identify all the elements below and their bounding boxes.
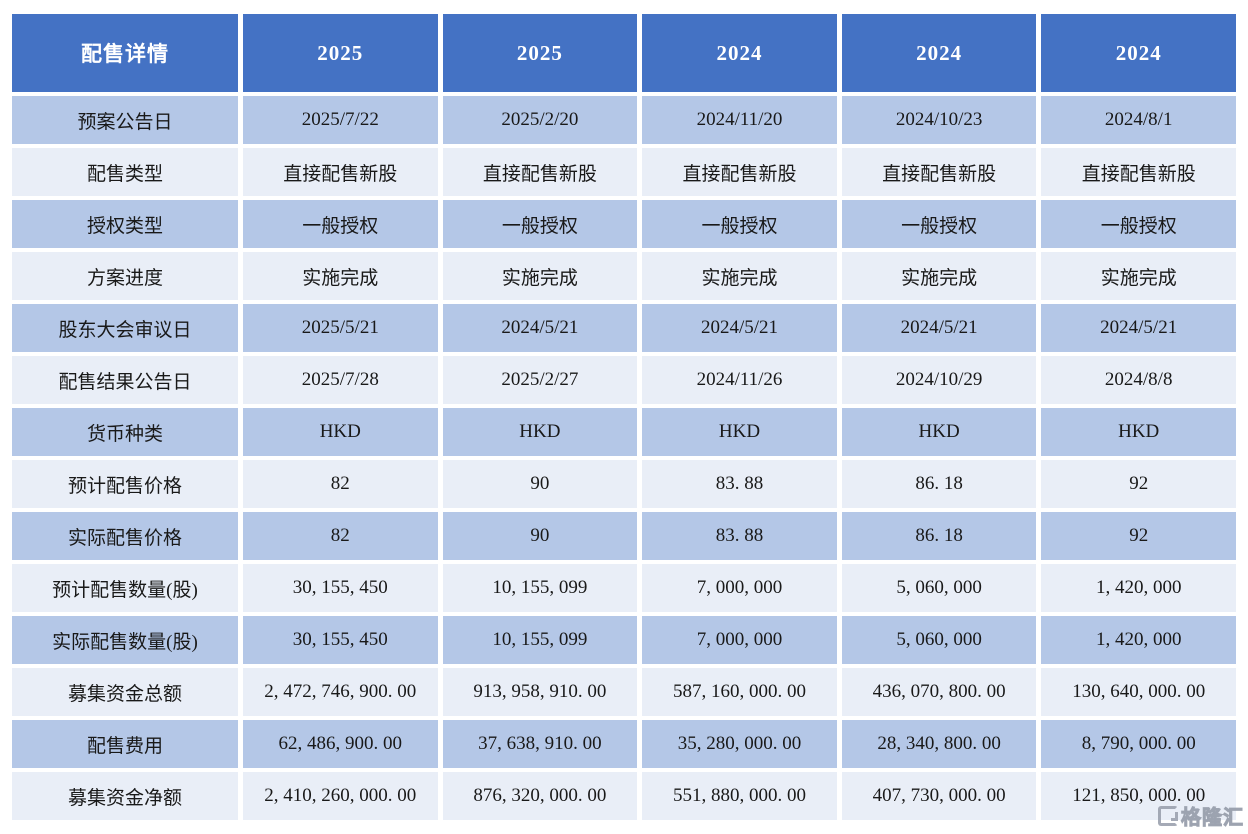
table-cell: 2024/10/29	[841, 356, 1037, 404]
table-cell: 35, 280, 000. 00	[642, 720, 837, 768]
table-cell: 28, 340, 800. 00	[841, 720, 1037, 768]
table-cell: 8, 790, 000. 00	[1041, 720, 1236, 768]
table-cell: 2025/2/20	[442, 96, 638, 144]
table-cell: 10, 155, 099	[442, 564, 638, 612]
row-label: 授权类型	[12, 200, 238, 248]
table-cell: 实施完成	[243, 252, 438, 300]
table-cell: 2024/11/26	[642, 356, 837, 404]
table-cell: 130, 640, 000. 00	[1041, 668, 1236, 716]
table-cell: 82	[243, 512, 438, 560]
table-cell: 2024/11/20	[642, 96, 837, 144]
header-cell-year: 2024	[642, 14, 837, 92]
table-cell: 2024/10/23	[841, 96, 1037, 144]
row-label: 预计配售数量(股)	[12, 564, 238, 612]
header-cell-year: 2025	[243, 14, 438, 92]
row-label: 募集资金净额	[12, 772, 238, 820]
table-cell: 直接配售新股	[841, 148, 1037, 196]
table-cell: 7, 000, 000	[642, 616, 837, 664]
table-cell: 2025/5/21	[243, 304, 438, 352]
table-cell: 913, 958, 910. 00	[442, 668, 638, 716]
table-cell: 86. 18	[841, 512, 1037, 560]
row-label: 预案公告日	[12, 96, 238, 144]
table-cell: 86. 18	[841, 460, 1037, 508]
header-cell-row-label: 配售详情	[12, 14, 238, 92]
table-cell: HKD	[243, 408, 438, 456]
table-cell: 一般授权	[841, 200, 1037, 248]
table-cell: HKD	[1041, 408, 1236, 456]
row-label: 募集资金总额	[12, 668, 238, 716]
table-cell: 2024/8/1	[1041, 96, 1236, 144]
table-cell: 2024/5/21	[642, 304, 837, 352]
table-cell: HKD	[442, 408, 638, 456]
row-label: 股东大会审议日	[12, 304, 238, 352]
table-cell: 90	[442, 512, 638, 560]
table-cell: 7, 000, 000	[642, 564, 837, 612]
table-cell: 一般授权	[442, 200, 638, 248]
row-label: 实际配售数量(股)	[12, 616, 238, 664]
table-cell: 10, 155, 099	[442, 616, 638, 664]
table-cell: 一般授权	[243, 200, 438, 248]
table-cell: 5, 060, 000	[841, 616, 1037, 664]
table-cell: 83. 88	[642, 512, 837, 560]
row-label: 方案进度	[12, 252, 238, 300]
table-cell: 2024/5/21	[442, 304, 638, 352]
table-cell: 实施完成	[442, 252, 638, 300]
row-label: 配售结果公告日	[12, 356, 238, 404]
row-label: 配售费用	[12, 720, 238, 768]
row-label: 货币种类	[12, 408, 238, 456]
table-cell: 实施完成	[642, 252, 837, 300]
table-cell: 1, 420, 000	[1041, 564, 1236, 612]
header-cell-year: 2024	[1041, 14, 1236, 92]
table-cell: 直接配售新股	[1041, 148, 1236, 196]
table-cell: 30, 155, 450	[243, 564, 438, 612]
table-cell: 407, 730, 000. 00	[841, 772, 1037, 820]
header-cell-year: 2024	[841, 14, 1037, 92]
table-cell: 5, 060, 000	[841, 564, 1037, 612]
table-cell: 一般授权	[642, 200, 837, 248]
header-cell-year: 2025	[442, 14, 638, 92]
table-cell: 121, 850, 000. 00	[1041, 772, 1236, 820]
table-cell: 2024/5/21	[841, 304, 1037, 352]
table-cell: 62, 486, 900. 00	[243, 720, 438, 768]
row-label: 预计配售价格	[12, 460, 238, 508]
table-cell: 876, 320, 000. 00	[442, 772, 638, 820]
table-cell: HKD	[841, 408, 1037, 456]
placement-details-table: 配售详情 2025 2025 2024 2024 2024 预案公告日 2025/7/22 20…	[12, 14, 1236, 820]
row-label: 实际配售价格	[12, 512, 238, 560]
table-cell: 2, 410, 260, 000. 00	[243, 772, 438, 820]
table-cell: 2024/5/21	[1041, 304, 1236, 352]
table-cell: 实施完成	[841, 252, 1037, 300]
table-cell: 2025/2/27	[442, 356, 638, 404]
table-cell: 2025/7/28	[243, 356, 438, 404]
table-cell: 直接配售新股	[642, 148, 837, 196]
table-cell: HKD	[642, 408, 837, 456]
table-cell: 587, 160, 000. 00	[642, 668, 837, 716]
table-cell: 92	[1041, 512, 1236, 560]
table-cell: 2, 472, 746, 900. 00	[243, 668, 438, 716]
table-cell: 30, 155, 450	[243, 616, 438, 664]
table-cell: 83. 88	[642, 460, 837, 508]
table-cell: 2025/7/22	[243, 96, 438, 144]
table-cell: 2024/8/8	[1041, 356, 1236, 404]
table-cell: 直接配售新股	[243, 148, 438, 196]
table-cell: 90	[442, 460, 638, 508]
table-cell: 92	[1041, 460, 1236, 508]
table-cell: 37, 638, 910. 00	[442, 720, 638, 768]
table-cell: 82	[243, 460, 438, 508]
table-cell: 1, 420, 000	[1041, 616, 1236, 664]
table-cell: 直接配售新股	[442, 148, 638, 196]
table-cell: 实施完成	[1041, 252, 1236, 300]
table-cell: 436, 070, 800. 00	[841, 668, 1037, 716]
table-cell: 551, 880, 000. 00	[642, 772, 837, 820]
row-label: 配售类型	[12, 148, 238, 196]
table-cell: 一般授权	[1041, 200, 1236, 248]
